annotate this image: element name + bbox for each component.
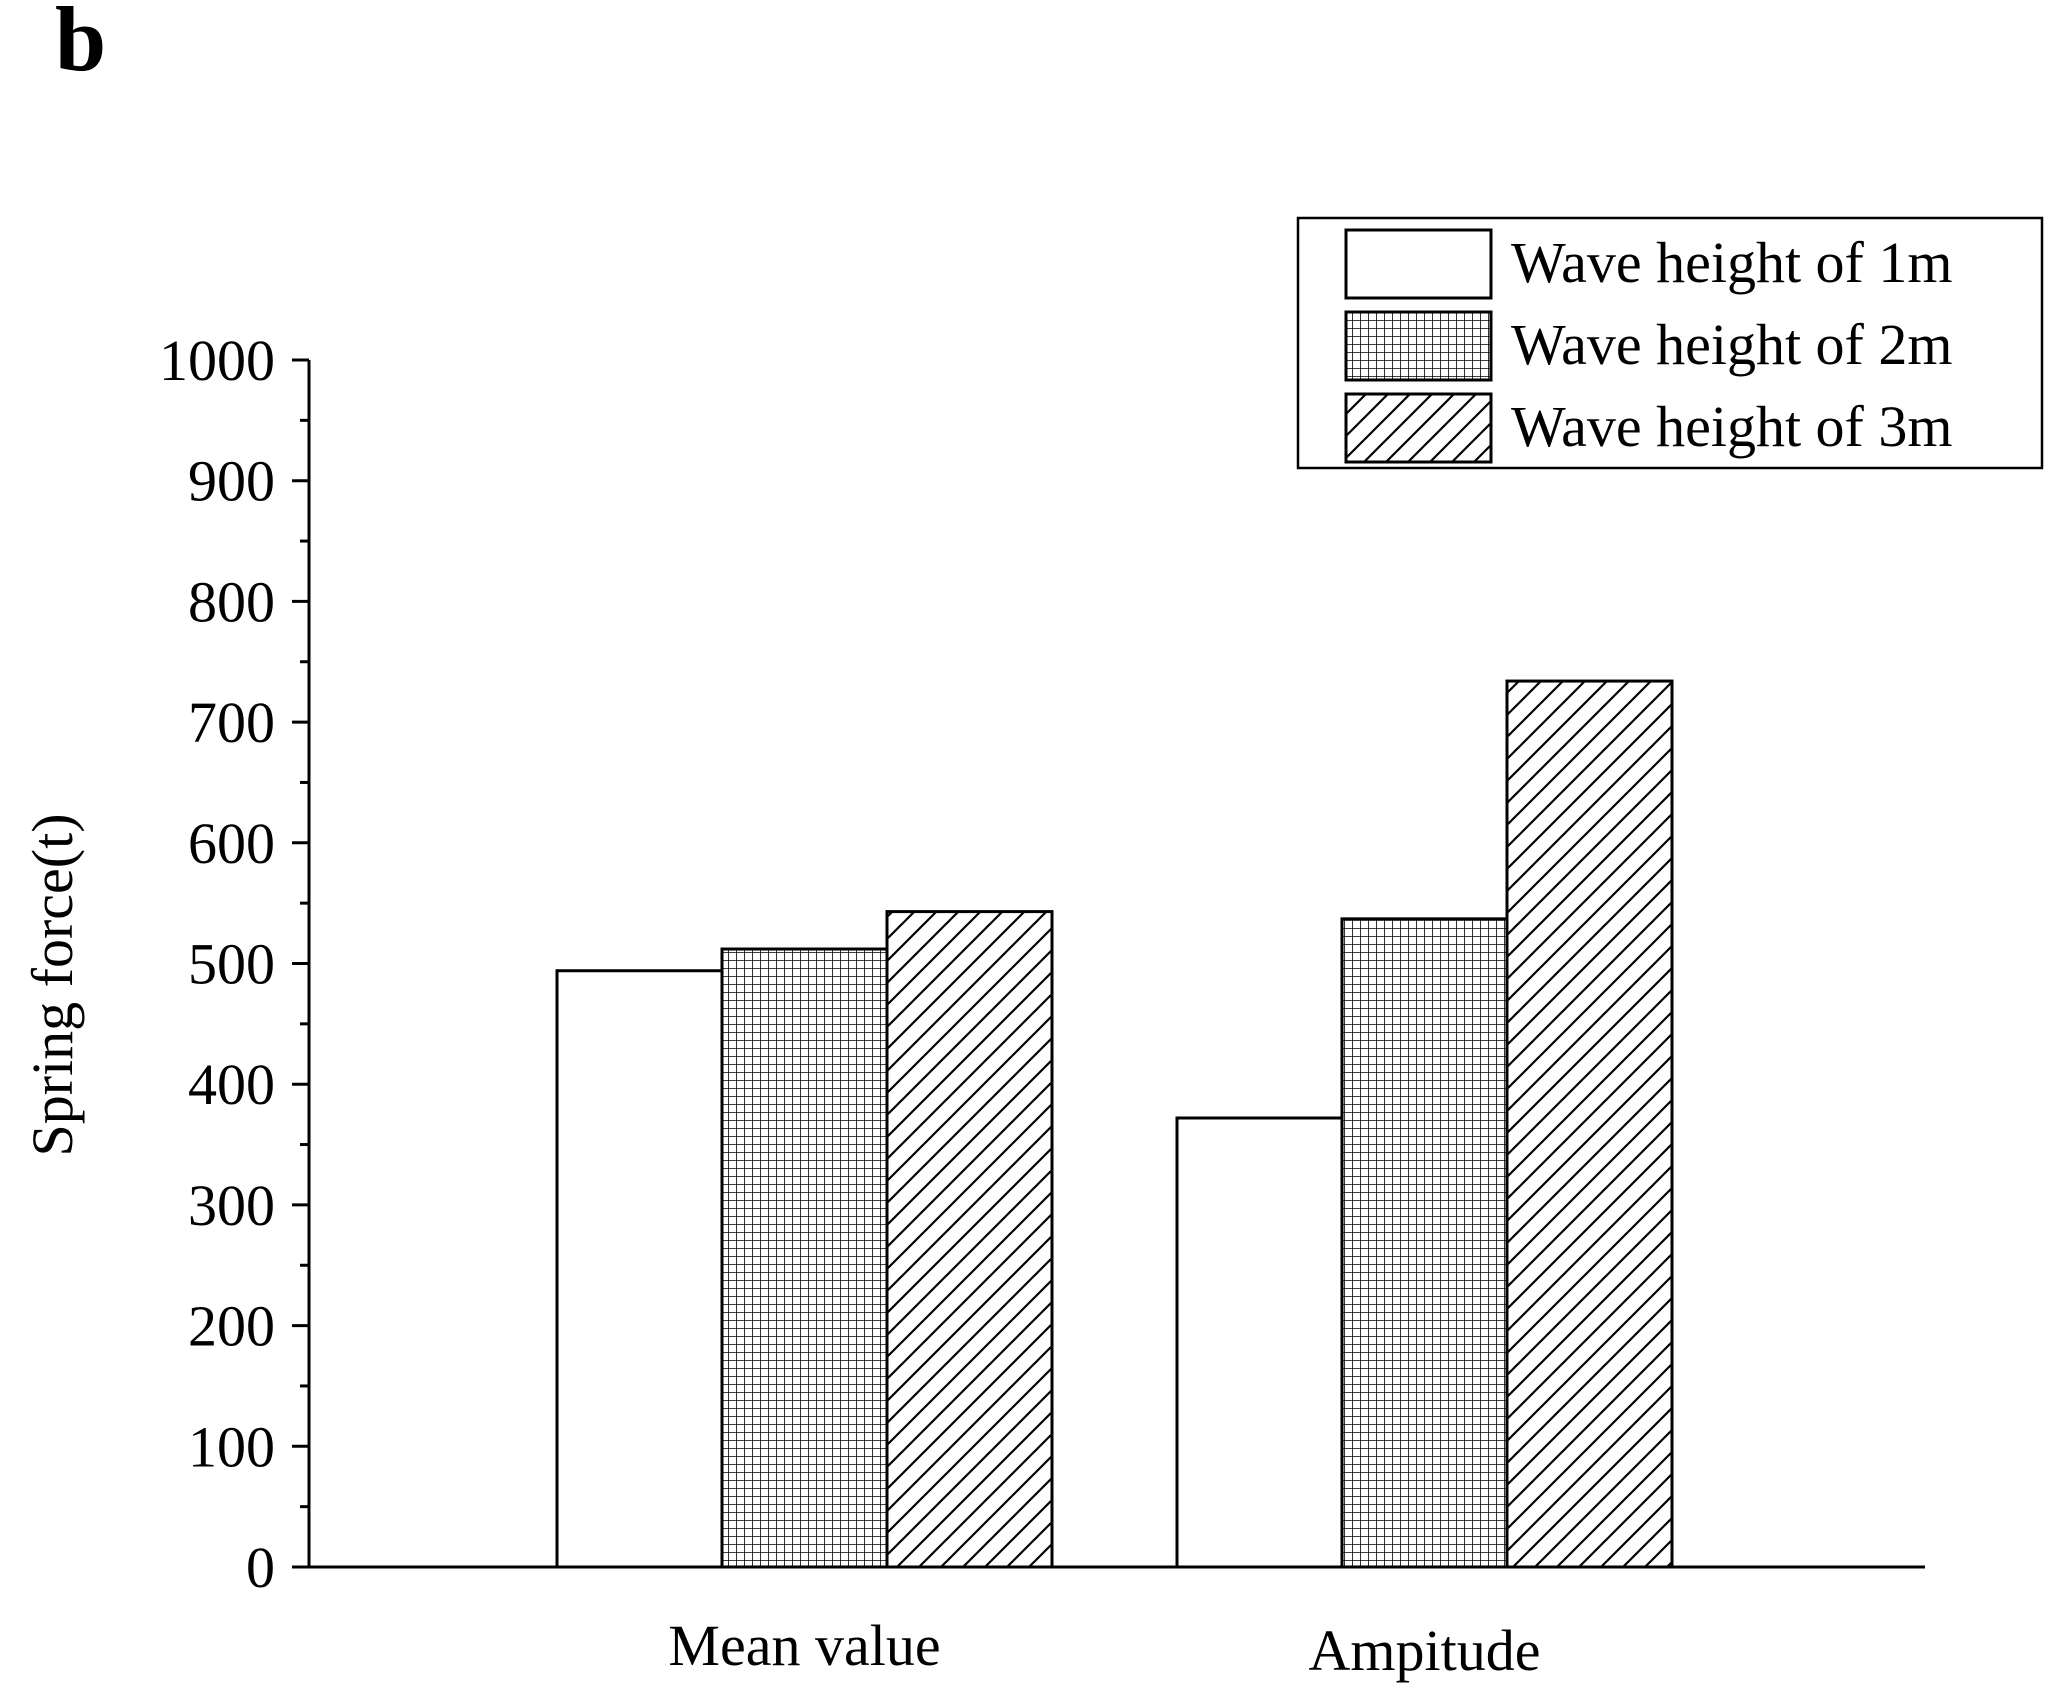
legend-label-3m: Wave height of 3m	[1511, 394, 1953, 459]
y-tick-label: 0	[246, 1535, 275, 1600]
legend-label-2m: Wave height of 2m	[1511, 312, 1953, 377]
bar-mean-value-series-3	[885, 910, 1054, 1569]
legend-swatch-3m	[1344, 392, 1493, 464]
bar-amplitude-series-1	[1175, 1116, 1344, 1569]
y-tick-label: 800	[188, 569, 275, 634]
y-tick-label: 500	[188, 932, 275, 997]
y-tick-label: 1000	[159, 328, 275, 393]
bar-amplitude-series-2	[1340, 917, 1509, 1569]
legend-swatch-2m	[1344, 310, 1493, 382]
x-category-label: Ampitude	[1309, 1618, 1541, 1683]
panel-label: b	[55, 0, 106, 90]
y-tick-label: 900	[188, 449, 275, 514]
x-category-label: Mean value	[668, 1613, 940, 1678]
bar-mean-value-series-2	[720, 947, 889, 1569]
plot-area: 0 100 200 300 400 500 600 700 800 900 1000 Mean val…	[159, 328, 1925, 1683]
y-tick-label: 700	[188, 690, 275, 755]
y-axis-label: Spring force(t)	[20, 813, 85, 1156]
bar-mean-value-series-1	[555, 969, 724, 1569]
y-tick-label: 600	[188, 811, 275, 876]
y-tick-label: 300	[188, 1173, 275, 1238]
bar-amplitude-series-3	[1505, 679, 1674, 1569]
legend-swatch-1m	[1344, 228, 1493, 300]
y-tick-label: 400	[188, 1052, 275, 1117]
legend: Wave height of 1m Wave height of 2m Wave…	[1296, 216, 2044, 470]
y-tick-label: 200	[188, 1294, 275, 1359]
y-tick-label: 100	[188, 1414, 275, 1479]
legend-label-1m: Wave height of 1m	[1511, 230, 1953, 295]
